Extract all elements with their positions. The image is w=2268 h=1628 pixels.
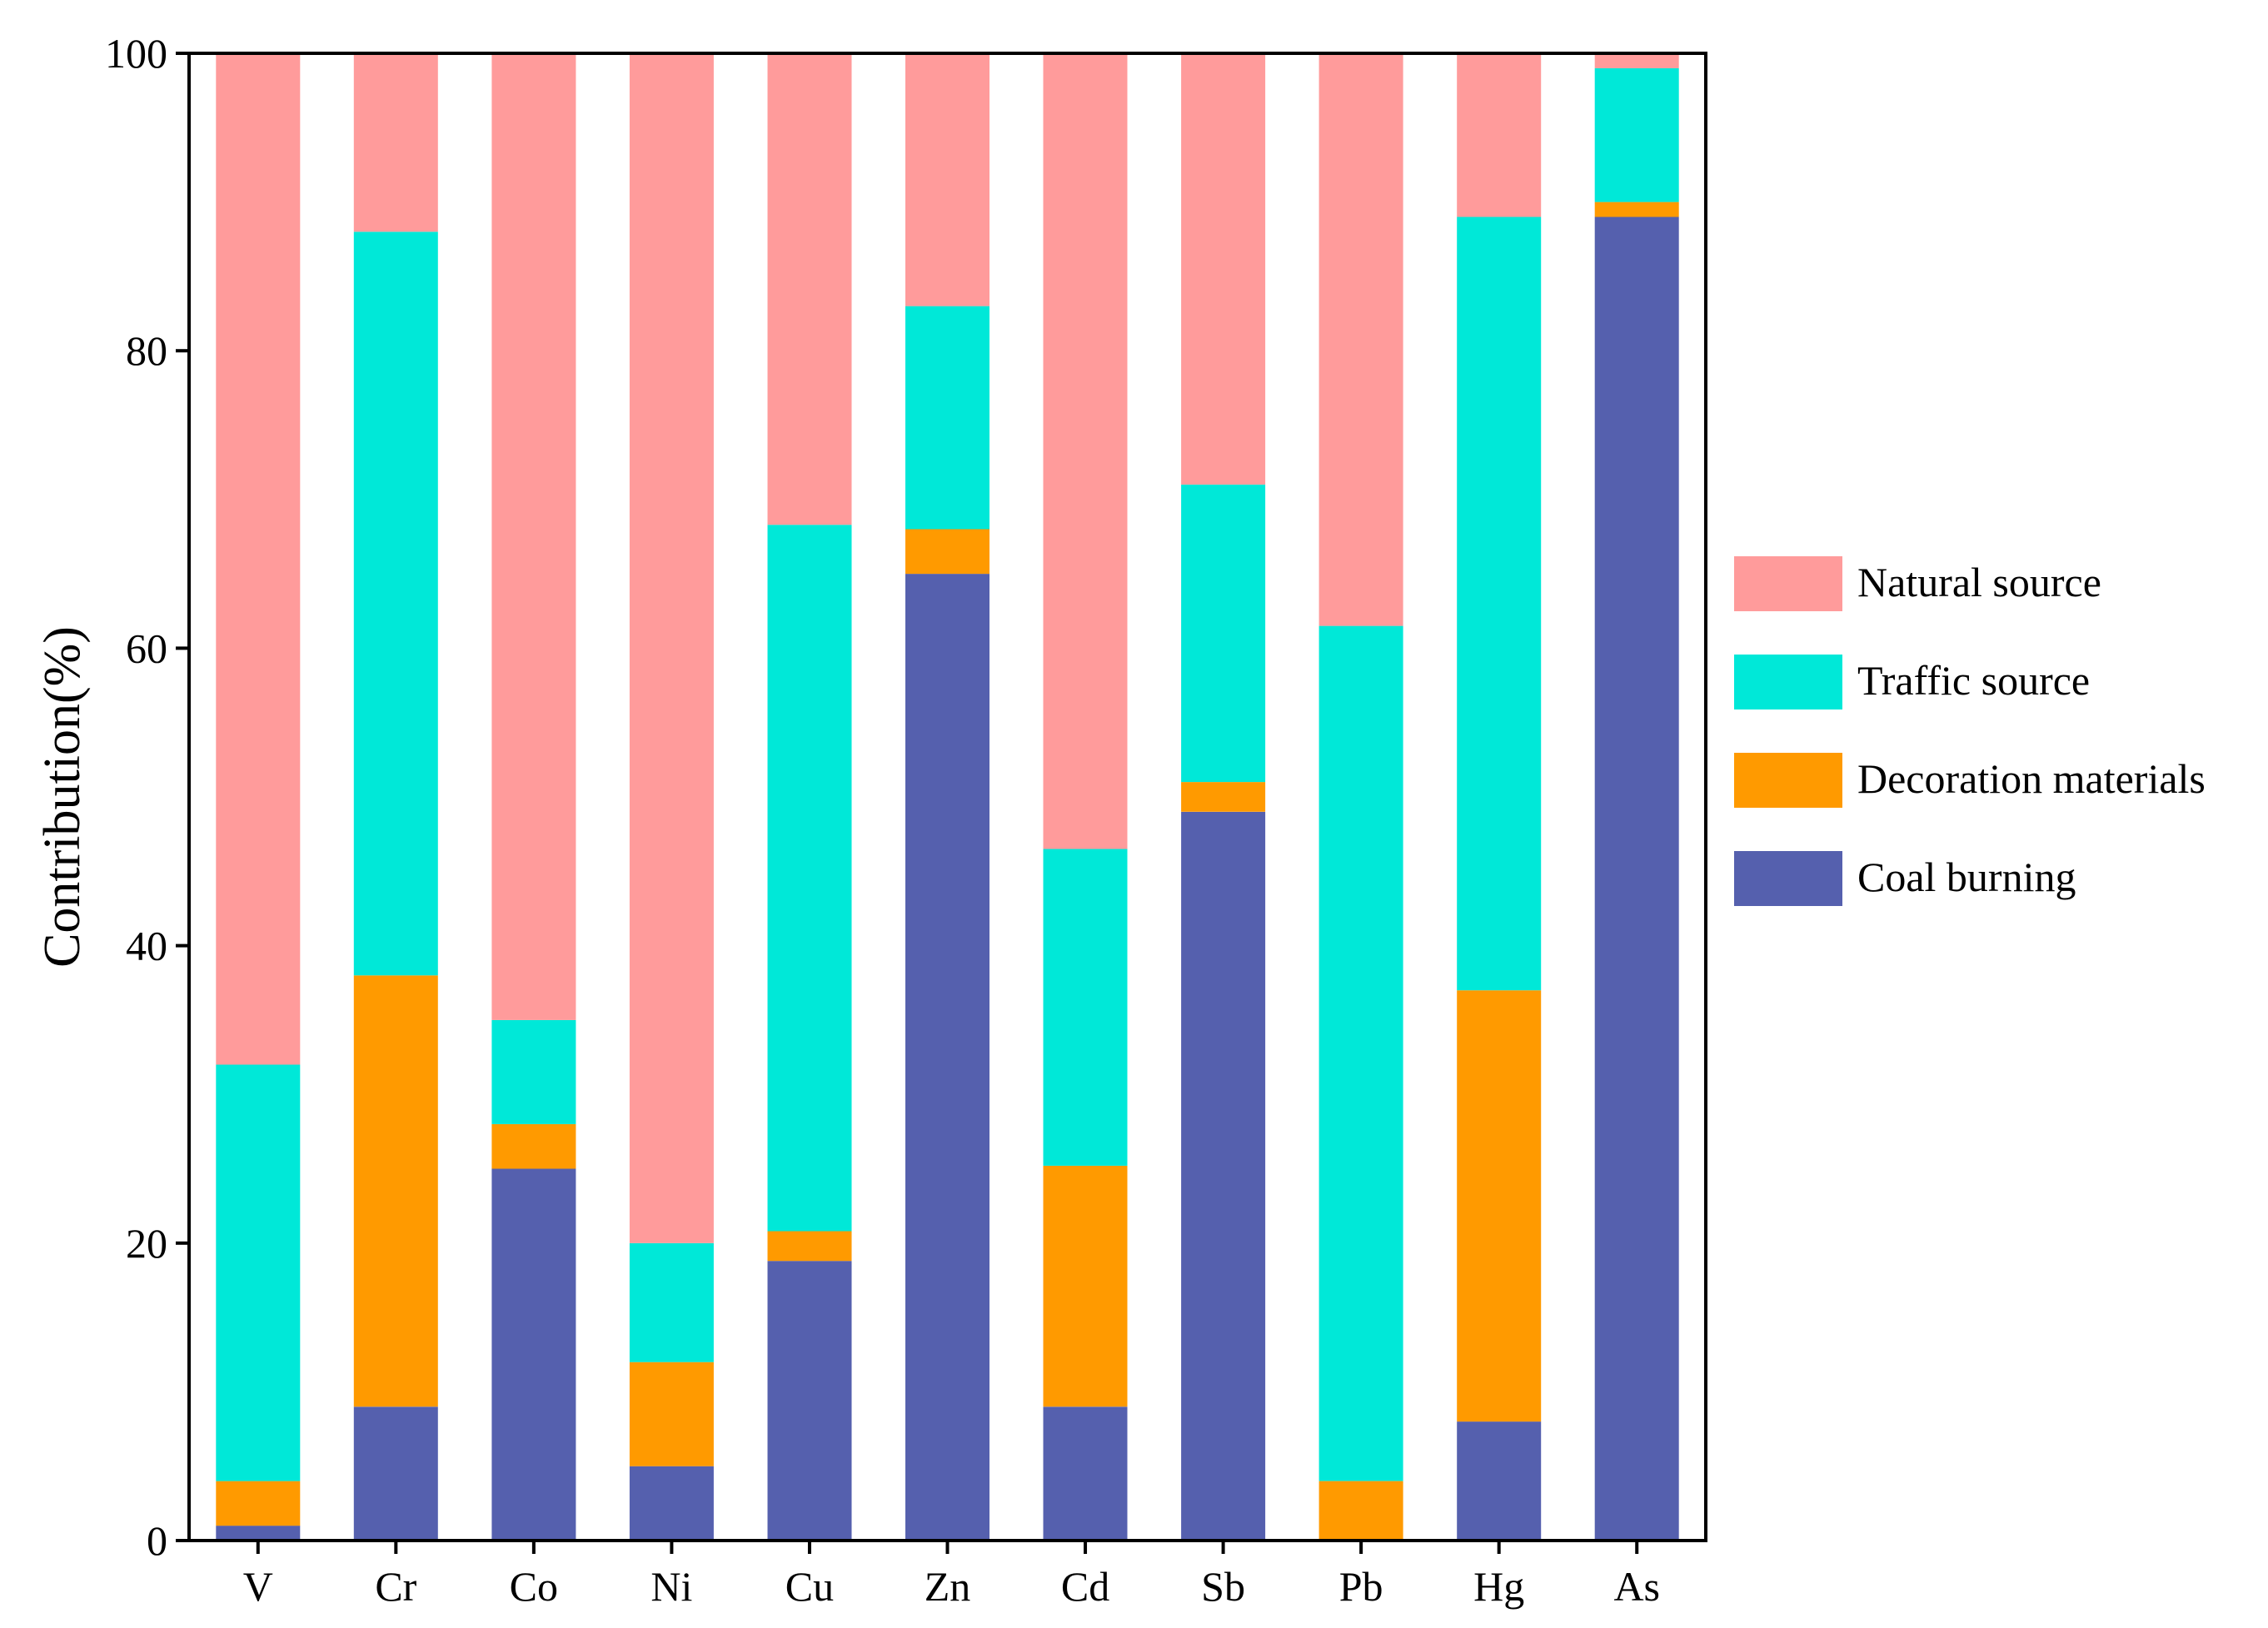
bar-hg-natural-source [1457,53,1542,217]
x-tick-label-pb: Pb [1339,1563,1383,1610]
legend-swatch-natural-source [1734,556,1842,611]
y-tick-label: 80 [126,327,167,374]
bar-cu-coal-burning [767,1261,852,1541]
x-tick-label-sb: Sb [1201,1563,1245,1610]
bar-as-decoration-materials [1594,202,1679,217]
bars-layer [216,53,1679,1541]
bar-cd-coal-burning [1043,1406,1128,1541]
legend-label-traffic-source: Traffic source [1857,657,2090,704]
x-tick-label-zn: Zn [925,1563,971,1610]
bar-cd-natural-source [1043,53,1128,849]
bar-as-natural-source [1594,53,1679,68]
bar-hg-coal-burning [1457,1421,1542,1541]
x-tick-label-hg: Hg [1473,1563,1524,1610]
bar-zn-traffic-source [905,306,989,530]
bar-as-coal-burning [1594,217,1679,1541]
bar-cr-natural-source [353,53,438,232]
legend-label-decoration-materials: Decoration materials [1857,755,2206,802]
legend-swatch-coal-burning [1734,851,1842,906]
bar-v-coal-burning [216,1526,301,1541]
legend-label-coal-burning: Coal burning [1857,854,2076,900]
bar-co-decoration-materials [491,1123,576,1169]
bar-ni-coal-burning [629,1466,714,1541]
bar-sb-traffic-source [1181,484,1266,783]
x-tick-label-co: Co [510,1563,558,1610]
bar-as-traffic-source [1594,67,1679,202]
legend-swatch-decoration-materials [1734,753,1842,808]
x-axis: V Cr Co Ni Cu Zn Cd Sb Pb Hg As [243,1541,1660,1610]
y-tick-label: 100 [105,30,167,77]
legend-swatch-traffic-source [1734,655,1842,709]
bar-ni-traffic-source [629,1242,714,1362]
bar-cu-traffic-source [767,525,852,1232]
bar-hg-decoration-materials [1457,990,1542,1422]
y-tick-label: 20 [126,1220,167,1267]
y-axis-title: Contribution(%) [34,626,91,968]
bar-v-traffic-source [216,1064,301,1481]
bar-zn-coal-burning [905,574,989,1541]
legend-label-natural-source: Natural source [1857,559,2101,605]
bar-cu-decoration-materials [767,1231,852,1262]
y-axis: 0 20 40 60 80 100 [105,30,189,1564]
bar-cd-traffic-source [1043,849,1128,1166]
bar-zn-natural-source [905,53,989,306]
bar-cr-coal-burning [353,1406,438,1541]
bar-cd-decoration-materials [1043,1165,1128,1407]
x-tick-label-v: V [243,1563,273,1610]
x-tick-label-cr: Cr [375,1563,416,1610]
bar-pb-natural-source [1318,53,1403,626]
bar-sb-natural-source [1181,53,1266,485]
x-tick-label-ni: Ni [650,1563,692,1610]
bar-co-natural-source [491,53,576,1020]
bar-cu-natural-source [767,53,852,525]
bar-co-traffic-source [491,1019,576,1124]
bar-sb-coal-burning [1181,811,1266,1541]
y-tick-label: 40 [126,923,167,969]
legend: Natural source Traffic source Decoration m… [1734,556,2206,906]
bar-ni-natural-source [629,53,714,1243]
bar-zn-decoration-materials [905,529,989,575]
bar-cr-decoration-materials [353,975,438,1407]
bar-cr-traffic-source [353,232,438,976]
bar-v-natural-source [216,53,301,1065]
x-tick-label-as: As [1613,1563,1660,1610]
bar-co-coal-burning [491,1168,576,1541]
bar-hg-traffic-source [1457,217,1542,991]
bar-pb-decoration-materials [1318,1481,1403,1541]
bar-pb-traffic-source [1318,625,1403,1481]
y-tick-label: 60 [126,625,167,671]
x-tick-label-cu: Cu [785,1563,834,1610]
bar-sb-decoration-materials [1181,782,1266,812]
bar-v-decoration-materials [216,1481,301,1526]
bar-ni-decoration-materials [629,1362,714,1466]
x-tick-label-cd: Cd [1061,1563,1109,1610]
y-tick-label: 0 [147,1517,167,1564]
